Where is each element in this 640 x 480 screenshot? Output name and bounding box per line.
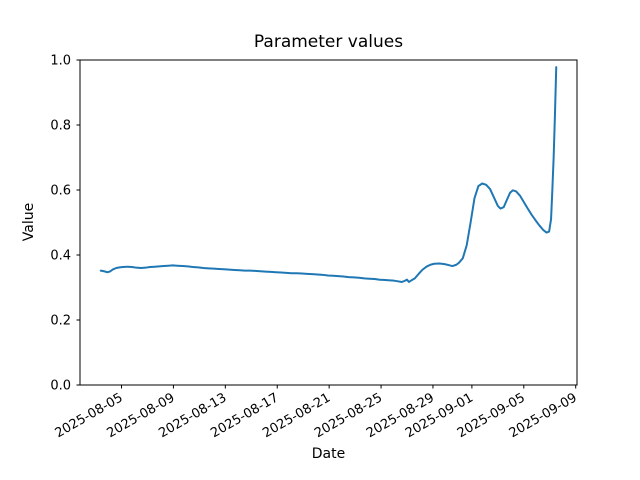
y-tick-label: 0.4 — [50, 249, 71, 264]
y-tick-label: 0.6 — [50, 184, 71, 199]
data-line-parameter — [99, 66, 558, 283]
y-tick-label: 0.0 — [50, 379, 71, 394]
y-tick-label: 1.0 — [50, 54, 71, 69]
y-tick-label: 0.2 — [50, 314, 71, 329]
y-tick-label: 0.8 — [50, 119, 71, 134]
x-axis-label: Date — [311, 446, 346, 462]
axes-frame — [79, 59, 578, 386]
chart-title: Parameter values — [253, 32, 404, 52]
